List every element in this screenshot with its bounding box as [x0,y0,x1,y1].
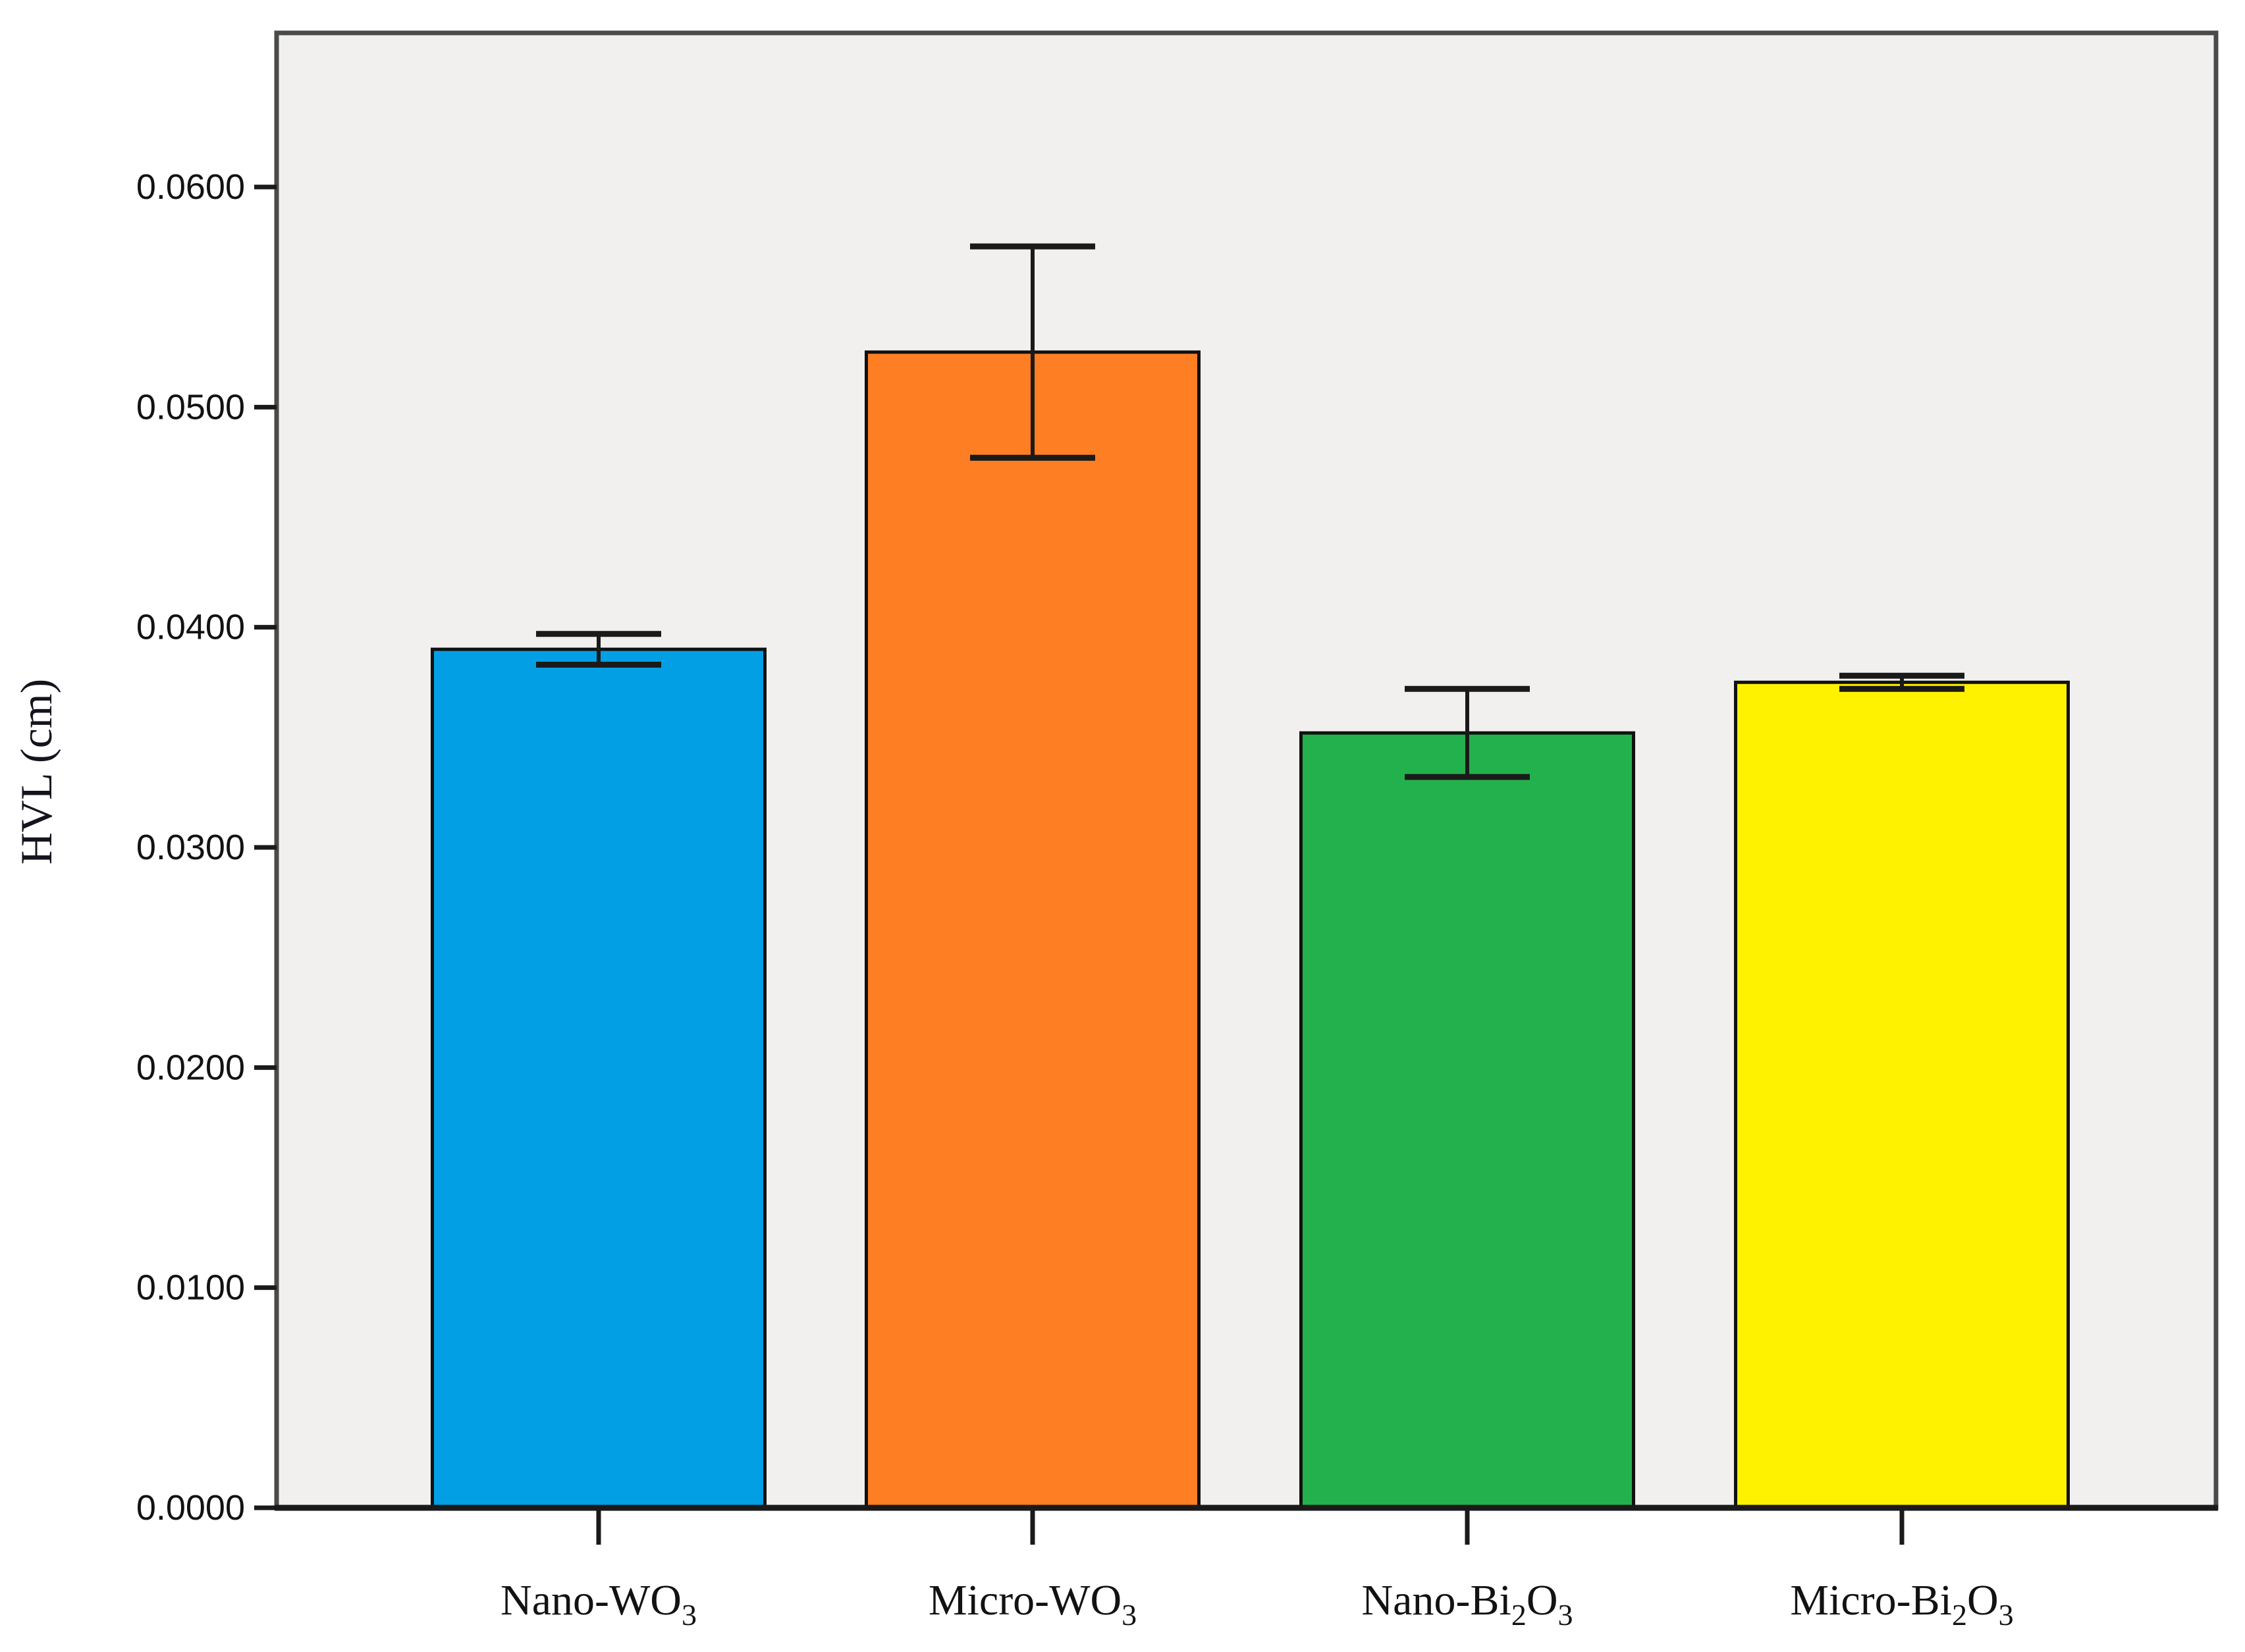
bar-micro-bi-o- [1734,680,2070,1510]
y-tick-label: 0.0400 [136,608,245,647]
bar-micro-wo- [865,350,1201,1510]
y-tick-label: 0.0200 [136,1048,245,1087]
y-axis-title: HVL (cm) [11,679,61,865]
y-tick-label: 0.0000 [136,1488,245,1528]
x-category-label: Nano-Bi2O3 [1362,1576,1573,1632]
x-category-label: Micro-Bi2O3 [1790,1576,2013,1632]
plot-layer: 0.0000 0.0100 0.0200 0.0300 0.0400 0.0500 0.06… [136,30,2219,1632]
y-tick-label: 0.0500 [136,387,245,427]
x-category-label: Micro-WO3 [929,1576,1137,1632]
y-tick-label: 0.0600 [136,167,245,207]
x-category-label: Nano-WO3 [500,1576,697,1632]
y-tick-label: 0.0100 [136,1268,245,1308]
bar-nano-wo- [431,647,767,1510]
y-tick-label: 0.0300 [136,828,245,867]
bar-nano-bi-o- [1299,731,1635,1510]
